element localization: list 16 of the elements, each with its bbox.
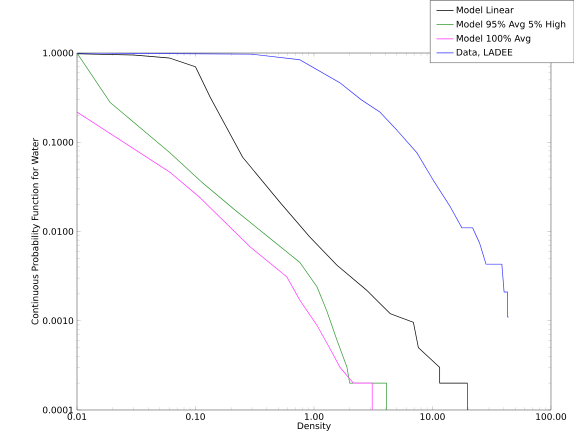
legend-label: Model 95% Avg 5% High xyxy=(456,20,566,30)
y-tick-label: 0.0001 xyxy=(42,406,73,414)
x-tick-label: 1.00 xyxy=(304,413,324,420)
legend-label: Data, LADEE xyxy=(456,48,512,57)
x-tick-label: 0.10 xyxy=(186,413,205,420)
y-tick-label: 1.0000 xyxy=(43,50,74,56)
x-tick-label: 10.00 xyxy=(420,413,445,420)
x-tick-label: 0.01 xyxy=(68,413,86,420)
y-tick-label: 0.1000 xyxy=(42,138,74,146)
x-tick-label: 100.00 xyxy=(536,413,566,420)
legend-label: Model 100% Avg xyxy=(456,34,530,44)
y-tick-label: 0.0100 xyxy=(42,228,74,235)
x-axis-title: Density xyxy=(298,422,331,431)
y-tick-label: 0.0010 xyxy=(42,317,74,324)
y-axis-title: Continuous Probability Function for Water xyxy=(31,138,40,325)
legend-label: Model Linear xyxy=(456,6,514,14)
